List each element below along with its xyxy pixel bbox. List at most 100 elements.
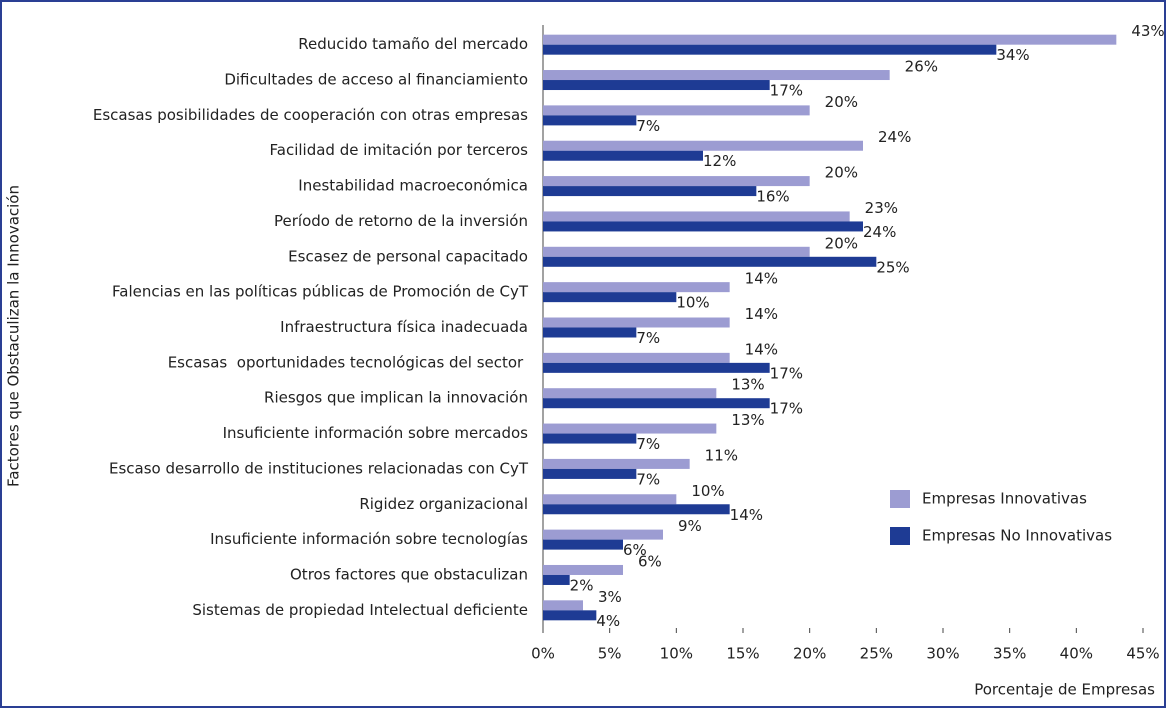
value-label: 7% (636, 470, 660, 488)
legend-swatch (890, 527, 910, 545)
bar (543, 317, 730, 328)
x-tick-label: 25% (860, 645, 893, 663)
value-label: 17% (770, 364, 803, 382)
y-tick-label: Período de retorno de la inversión (274, 212, 528, 230)
value-label: 9% (678, 517, 702, 535)
x-tick-label: 5% (598, 645, 622, 663)
value-label: 26% (905, 58, 938, 76)
value-label: 14% (745, 270, 778, 288)
x-tick-label: 30% (926, 645, 959, 663)
y-tick-label: Facilidad de imitación por terceros (270, 141, 529, 159)
x-tick-label: 10% (660, 645, 693, 663)
x-tick-label: 40% (1060, 645, 1093, 663)
bar (543, 458, 690, 469)
bar (543, 246, 810, 257)
y-tick-label: Inestabilidad macroeconómica (298, 177, 528, 195)
x-tick-label: 15% (726, 645, 759, 663)
value-label: 34% (996, 46, 1029, 64)
bar (543, 494, 677, 505)
y-tick-label: Riesgos que implican la innovación (264, 389, 528, 407)
y-tick-label: Falencias en las políticas públicas de P… (112, 283, 529, 301)
value-label: 11% (705, 446, 738, 464)
legend-swatch (890, 490, 910, 508)
x-axis-title: Porcentaje de Empresas (974, 681, 1155, 699)
bar (543, 70, 890, 81)
x-tick-label: 20% (793, 645, 826, 663)
value-label: 20% (825, 164, 858, 182)
value-label: 20% (825, 93, 858, 111)
y-axis-title: Factores que Obstaculizan la Innovación (5, 185, 23, 487)
value-label: 14% (745, 305, 778, 323)
x-tick-label: 45% (1126, 645, 1159, 663)
value-label: 24% (878, 128, 911, 146)
legend-label: Empresas No Innovativas (922, 527, 1112, 545)
bar (543, 352, 730, 363)
bar (543, 423, 717, 434)
y-tick-label: Insuficiente información sobre mercados (223, 424, 529, 442)
bar (543, 398, 770, 409)
bar (543, 574, 570, 585)
bar (543, 211, 850, 222)
y-tick-label: Escaso desarrollo de instituciones relac… (109, 459, 529, 477)
value-label: 12% (703, 152, 736, 170)
value-label: 17% (770, 400, 803, 418)
value-label: 3% (598, 588, 622, 606)
bar (543, 504, 730, 515)
value-label: 7% (636, 329, 660, 347)
y-tick-label: Insuficiente información sobre tecnologí… (210, 530, 528, 548)
bar (543, 80, 770, 91)
y-tick-label: Otros factores que obstaculizan (290, 565, 528, 583)
bar (543, 564, 623, 575)
legend-label: Empresas Innovativas (922, 490, 1087, 508)
value-label: 24% (863, 223, 896, 241)
bar (543, 221, 863, 232)
value-label: 43% (1131, 22, 1164, 40)
bar (543, 176, 810, 187)
y-tick-label: Rigidez organizacional (359, 495, 528, 513)
y-tick-label: Reducido tamaño del mercado (298, 35, 528, 53)
bar (543, 529, 663, 540)
bar (543, 327, 637, 338)
bar (543, 256, 877, 267)
y-tick-label: Infraestructura física inadecuada (280, 318, 528, 336)
value-label: 17% (770, 82, 803, 100)
bar (543, 468, 637, 479)
y-tick-label: Escasas oportunidades tecnológicas del s… (168, 353, 528, 371)
bar (543, 44, 997, 55)
value-label: 10% (676, 294, 709, 312)
value-label: 7% (636, 117, 660, 135)
bar (543, 115, 637, 126)
bar (543, 433, 637, 444)
value-label: 2% (570, 576, 594, 594)
value-label: 14% (730, 506, 763, 524)
bar (543, 105, 810, 116)
bar (543, 34, 1117, 45)
value-label: 6% (623, 541, 647, 559)
value-label: 7% (636, 435, 660, 453)
value-label: 10% (691, 482, 724, 500)
value-label: 23% (865, 199, 898, 217)
bar (543, 610, 597, 621)
y-tick-label: Escasas posibilidades de cooperación con… (93, 106, 528, 124)
y-tick-label: Escasez de personal capacitado (288, 247, 528, 265)
x-tick-label: 35% (993, 645, 1026, 663)
value-label: 6% (638, 552, 662, 570)
bar (543, 140, 863, 151)
bar (543, 600, 583, 611)
value-label: 14% (745, 340, 778, 358)
value-label: 16% (756, 188, 789, 206)
value-label: 4% (596, 612, 620, 630)
bar (543, 150, 703, 161)
value-label: 20% (825, 234, 858, 252)
bar (543, 362, 770, 373)
y-tick-label: Dificultades de acceso al financiamiento (224, 71, 528, 89)
bar (543, 186, 757, 197)
bar (543, 282, 730, 293)
bar (543, 539, 623, 550)
x-tick-label: 0% (531, 645, 555, 663)
y-tick-label: Sistemas de propiedad Intelectual defici… (192, 601, 528, 619)
value-label: 25% (876, 258, 909, 276)
value-label: 13% (731, 376, 764, 394)
